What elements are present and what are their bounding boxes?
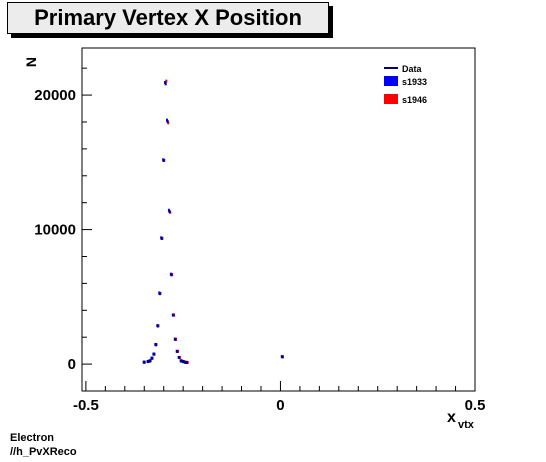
data-point-data — [156, 324, 159, 328]
x-tick-label: -0.5 — [73, 397, 99, 414]
data-point-data — [147, 360, 150, 364]
chart-title: Primary Vertex X Position — [34, 5, 302, 30]
data-point-data — [162, 158, 165, 162]
x-axis-label-subscript: vtx — [458, 419, 475, 431]
axis-ticks — [82, 67, 476, 391]
data-point-data — [168, 210, 171, 214]
legend-s1933-swatch — [384, 76, 398, 86]
data-point-data — [174, 337, 177, 341]
data-point-data — [182, 360, 185, 364]
footer-histogram-path: //h_PvXReco — [10, 446, 77, 458]
legend-s1946-label: s1946 — [402, 95, 427, 105]
data-points — [142, 79, 284, 365]
y-tick-label: 0 — [68, 356, 76, 373]
axis-tick-labels: -0.5 0 0.5 0 10000 20000 — [34, 87, 485, 414]
data-point-data — [149, 359, 152, 363]
data-point-data — [178, 356, 181, 360]
y-tick-label: 10000 — [34, 222, 76, 239]
x-tick-label: 0.5 — [465, 397, 486, 414]
data-point-data — [154, 343, 157, 347]
data-point-data — [152, 352, 155, 356]
data-point-data — [172, 313, 175, 317]
x-tick-label: 0 — [276, 397, 284, 414]
data-point-data — [176, 349, 179, 353]
y-axis-label: N — [23, 57, 39, 67]
y-tick-label: 20000 — [34, 87, 76, 104]
legend-s1946-swatch — [384, 94, 398, 104]
data-point-data — [164, 82, 167, 86]
data-point-data — [160, 237, 163, 241]
data-point-data — [281, 355, 284, 359]
legend: Data s1933 s1946 — [384, 64, 427, 105]
data-point-data — [166, 119, 169, 123]
footer-category: Electron — [10, 432, 55, 444]
data-point-data — [158, 292, 161, 296]
data-point-data — [170, 273, 173, 277]
x-axis-label: x — [447, 409, 456, 426]
legend-s1933-label: s1933 — [402, 77, 427, 87]
plot-frame — [81, 47, 476, 392]
data-point-data — [151, 356, 154, 360]
data-point-data — [186, 361, 189, 365]
data-point-s1946 — [165, 79, 168, 83]
chart-title-box: Primary Vertex X Position — [7, 2, 329, 34]
data-point-data — [143, 360, 146, 364]
data-point-data — [180, 359, 183, 363]
legend-data-label: Data — [402, 64, 423, 74]
data-point-data — [184, 360, 187, 364]
